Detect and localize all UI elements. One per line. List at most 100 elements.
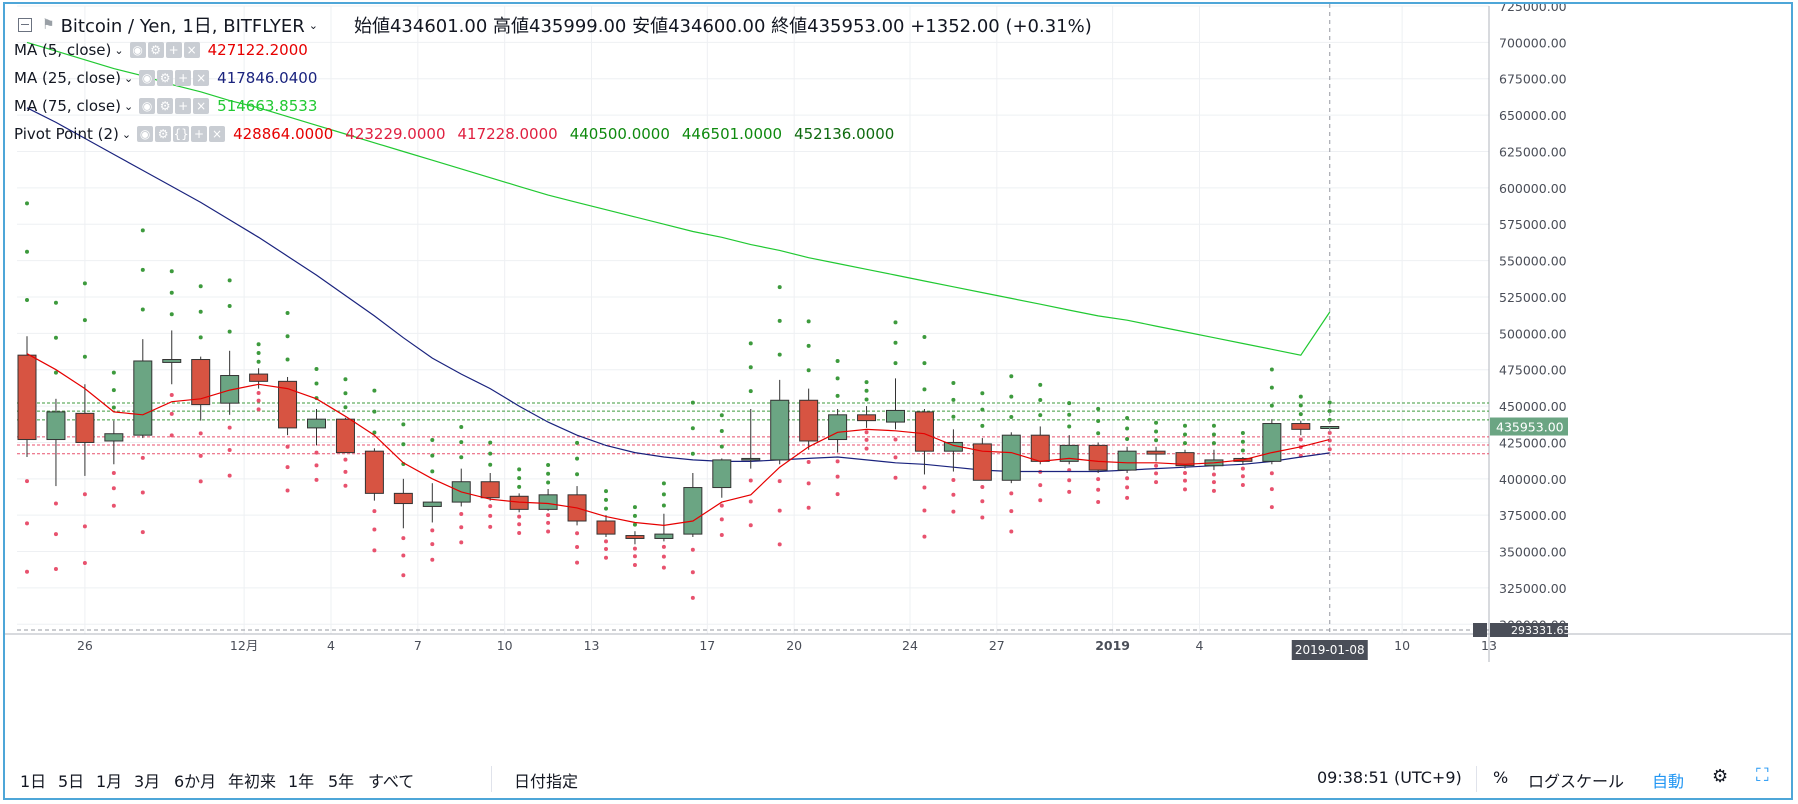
pivot-dot-resistance bbox=[111, 388, 116, 393]
candle-body[interactable] bbox=[335, 418, 355, 454]
candle-body[interactable] bbox=[1175, 452, 1195, 467]
pivot-dot-support bbox=[111, 503, 116, 508]
eye-icon[interactable]: ◉ bbox=[139, 70, 156, 86]
chevron-down-icon[interactable]: ⌄ bbox=[308, 18, 318, 32]
indicator-value: 427122.2000 bbox=[207, 41, 308, 59]
plus-icon[interactable]: + bbox=[175, 70, 192, 86]
gear-icon[interactable]: ⚙ bbox=[1712, 766, 1729, 787]
chevron-down-icon[interactable]: ⌄ bbox=[123, 71, 134, 85]
gear-icon[interactable]: ⚙ bbox=[147, 42, 164, 58]
candle-body[interactable] bbox=[364, 450, 384, 494]
candle-body[interactable] bbox=[480, 481, 500, 499]
range-button[interactable]: 年初来 bbox=[228, 772, 277, 791]
candle-body[interactable] bbox=[1030, 434, 1050, 462]
candle-body[interactable] bbox=[191, 359, 211, 406]
candle-body[interactable] bbox=[654, 533, 674, 539]
indicator-legend[interactable]: MA (5, close) ⌄ ◉ ⚙ + × 427122.2000 bbox=[14, 41, 320, 59]
range-button[interactable]: すべて bbox=[368, 772, 415, 791]
gear-icon[interactable]: ⚙ bbox=[155, 126, 172, 142]
pivot-dot-resistance bbox=[980, 423, 985, 428]
eye-icon[interactable]: ◉ bbox=[137, 126, 154, 142]
candle-body[interactable] bbox=[1117, 450, 1137, 471]
range-button[interactable]: 5日 bbox=[58, 772, 85, 791]
gear-icon[interactable]: ⚙ bbox=[157, 98, 174, 114]
candle-body[interactable] bbox=[712, 459, 732, 489]
candle-body[interactable] bbox=[1291, 423, 1311, 430]
indicator-name[interactable]: MA (75, close) bbox=[14, 97, 121, 115]
candle-body[interactable] bbox=[770, 399, 790, 461]
indicator-name[interactable]: MA (5, close) bbox=[14, 41, 112, 59]
price-chart[interactable]: 725000.00 700000.00 675000.00 650000.00 6250… bbox=[5, 4, 1791, 756]
candle-body[interactable] bbox=[972, 443, 992, 481]
candle-body[interactable] bbox=[799, 399, 819, 442]
indicator-name[interactable]: Pivot Point (2) bbox=[14, 125, 119, 143]
candle-body[interactable] bbox=[625, 535, 645, 539]
plus-icon[interactable]: + bbox=[165, 42, 182, 58]
indicator-name[interactable]: MA (25, close) bbox=[14, 69, 121, 87]
close-icon[interactable]: × bbox=[183, 42, 200, 58]
candle-body[interactable] bbox=[17, 354, 37, 441]
indicator-legend[interactable]: MA (75, close) ⌄ ◉ ⚙ + × 514663.8533 bbox=[14, 97, 329, 115]
candle-body[interactable] bbox=[220, 375, 240, 404]
candle-body[interactable] bbox=[683, 487, 703, 535]
pivot-dot-resistance bbox=[256, 359, 261, 364]
indicator-legend[interactable]: Pivot Point (2) ⌄ ◉ ⚙{} + × 428864.0000 423229.… bbox=[14, 125, 906, 143]
candle-body[interactable] bbox=[75, 412, 95, 443]
candle-body[interactable] bbox=[249, 373, 269, 382]
time-axis-label: 10 bbox=[497, 638, 513, 653]
candle-body[interactable] bbox=[307, 418, 326, 429]
pivot-dot-support bbox=[1240, 466, 1245, 471]
fullscreen-icon[interactable]: ⛶ bbox=[1756, 765, 1769, 786]
plus-icon[interactable]: + bbox=[191, 126, 208, 142]
percent-toggle[interactable]: % bbox=[1493, 768, 1509, 787]
plus-icon[interactable]: + bbox=[175, 98, 192, 114]
pivot-dot-support bbox=[1269, 471, 1274, 476]
code-icon[interactable]: {} bbox=[173, 126, 190, 142]
eye-icon[interactable]: ◉ bbox=[129, 42, 146, 58]
scale-icon[interactable] bbox=[1473, 623, 1487, 637]
close-icon[interactable]: × bbox=[209, 126, 226, 142]
candle-body[interactable] bbox=[538, 494, 558, 510]
indicator-legend[interactable]: MA (25, close) ⌄ ◉ ⚙ + × 417846.0400 bbox=[14, 69, 329, 87]
eye-icon[interactable]: ◉ bbox=[139, 98, 156, 114]
range-button[interactable]: 5年 bbox=[328, 772, 355, 791]
candle-body[interactable] bbox=[1001, 434, 1021, 481]
range-button[interactable]: 6か月 bbox=[174, 772, 217, 791]
candle-body[interactable] bbox=[741, 457, 761, 461]
candle-body[interactable] bbox=[857, 414, 877, 422]
range-button[interactable]: 1日 bbox=[20, 772, 47, 791]
candle-body[interactable] bbox=[886, 409, 905, 423]
candle-body[interactable] bbox=[162, 359, 182, 363]
price-axis-label: 375000.00 bbox=[1499, 508, 1567, 523]
chevron-down-icon[interactable]: ⌄ bbox=[123, 99, 134, 113]
log-scale-toggle[interactable]: ログスケール bbox=[1528, 772, 1625, 791]
auto-scale-toggle[interactable]: 自動 bbox=[1652, 772, 1685, 791]
chevron-down-icon[interactable]: ⌄ bbox=[121, 127, 132, 141]
candle-body[interactable] bbox=[1088, 444, 1108, 471]
collapse-icon[interactable] bbox=[18, 18, 32, 32]
candle-body[interactable] bbox=[133, 360, 153, 436]
candle-body[interactable] bbox=[1146, 450, 1166, 455]
chevron-down-icon[interactable]: ⌄ bbox=[114, 43, 124, 57]
candle-body[interactable] bbox=[1262, 423, 1282, 462]
candle-body[interactable] bbox=[393, 492, 413, 505]
candle-body[interactable] bbox=[914, 411, 934, 452]
candle-body[interactable] bbox=[46, 411, 66, 441]
range-button[interactable]: 1年 bbox=[288, 772, 315, 791]
candle-body[interactable] bbox=[1059, 444, 1079, 462]
pivot-dot-resistance bbox=[1183, 423, 1187, 428]
candle-body[interactable] bbox=[828, 414, 848, 441]
gear-icon[interactable]: ⚙ bbox=[157, 70, 174, 86]
candle-body[interactable] bbox=[278, 380, 298, 429]
date-select-button[interactable]: 日付指定 bbox=[514, 772, 579, 791]
close-icon[interactable]: × bbox=[193, 98, 210, 114]
range-button[interactable]: 1月 bbox=[96, 772, 123, 791]
flag-icon[interactable]: ⚑ bbox=[42, 17, 55, 33]
range-button[interactable]: 3月 bbox=[134, 772, 161, 791]
pivot-dot-resistance bbox=[140, 267, 145, 272]
symbol-label[interactable]: Bitcoin / Yen, 1日, BITFLYER bbox=[60, 16, 305, 37]
close-icon[interactable]: × bbox=[193, 70, 210, 86]
candle-body[interactable] bbox=[422, 501, 442, 507]
candle-body[interactable] bbox=[596, 520, 616, 535]
candle-body[interactable] bbox=[104, 433, 124, 442]
